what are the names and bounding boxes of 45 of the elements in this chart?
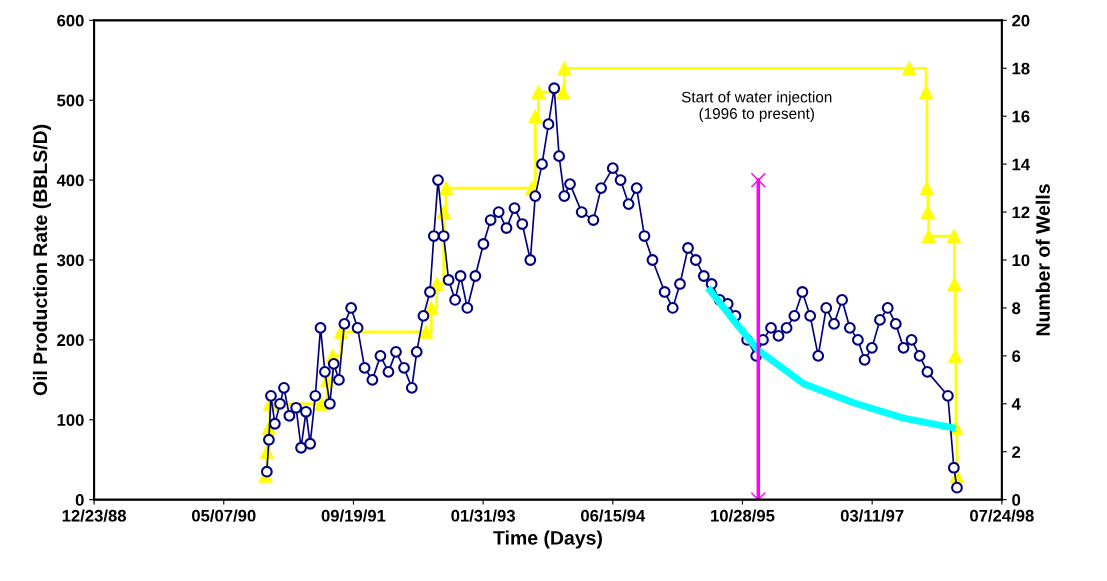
y2-axis-title: Number of Wells <box>1035 184 1050 336</box>
y-tick-label: 200 <box>57 334 84 347</box>
x-tick-label: 10/28/95 <box>711 509 775 522</box>
point <box>948 348 963 363</box>
x-tick-label: 03/11/97 <box>840 509 904 522</box>
y-tick-label: 300 <box>56 254 84 267</box>
point <box>419 324 434 339</box>
point <box>919 85 934 100</box>
y-axis-title: Oil Production Rate (BBLS/D) <box>32 124 52 396</box>
y2-tick-label: 14 <box>1012 158 1031 171</box>
point <box>531 85 546 100</box>
point <box>556 85 570 100</box>
x-tick-label: 07/24/98 <box>970 509 1034 522</box>
point <box>921 229 936 243</box>
y2-tick-label: 16 <box>1012 110 1030 123</box>
y-tick-label: 600 <box>57 14 84 27</box>
y2-tick-label: 4 <box>1011 398 1021 410</box>
x-tick-label: 05/07/90 <box>192 509 256 522</box>
x-axis-title: Time (Days) <box>493 530 602 549</box>
x-tick-label: 09/19/91 <box>321 509 386 522</box>
point <box>528 109 543 124</box>
y2-tick-label: 0 <box>1012 494 1021 506</box>
x-tick-label: 12/23/88 <box>62 509 127 522</box>
x-tick-label: 01/31/93 <box>451 509 515 522</box>
point <box>947 277 962 291</box>
point <box>920 205 935 220</box>
point <box>919 181 934 196</box>
y2-tick-label: 18 <box>1012 62 1030 75</box>
point <box>439 181 453 196</box>
annotation: Start of water injection (1996 to present) <box>681 91 832 122</box>
point <box>314 396 329 411</box>
y2-tick-label: 10 <box>1012 254 1030 267</box>
point <box>902 61 917 76</box>
y2-tick-label: 8 <box>1012 302 1021 315</box>
y2-tick-label: 6 <box>1012 350 1021 363</box>
y-tick-label: 400 <box>56 174 84 187</box>
point <box>946 229 961 243</box>
point <box>557 61 572 76</box>
y-tick-label: 500 <box>57 94 84 107</box>
x-tick-label: 06/15/94 <box>581 509 646 522</box>
y-tick-label: 100 <box>57 414 84 426</box>
y2-tick-label: 12 <box>1012 206 1030 219</box>
y-tick-label: 0 <box>75 494 84 506</box>
y2-tick-label: 2 <box>1012 446 1021 458</box>
y2-tick-label: 20 <box>1012 14 1030 27</box>
